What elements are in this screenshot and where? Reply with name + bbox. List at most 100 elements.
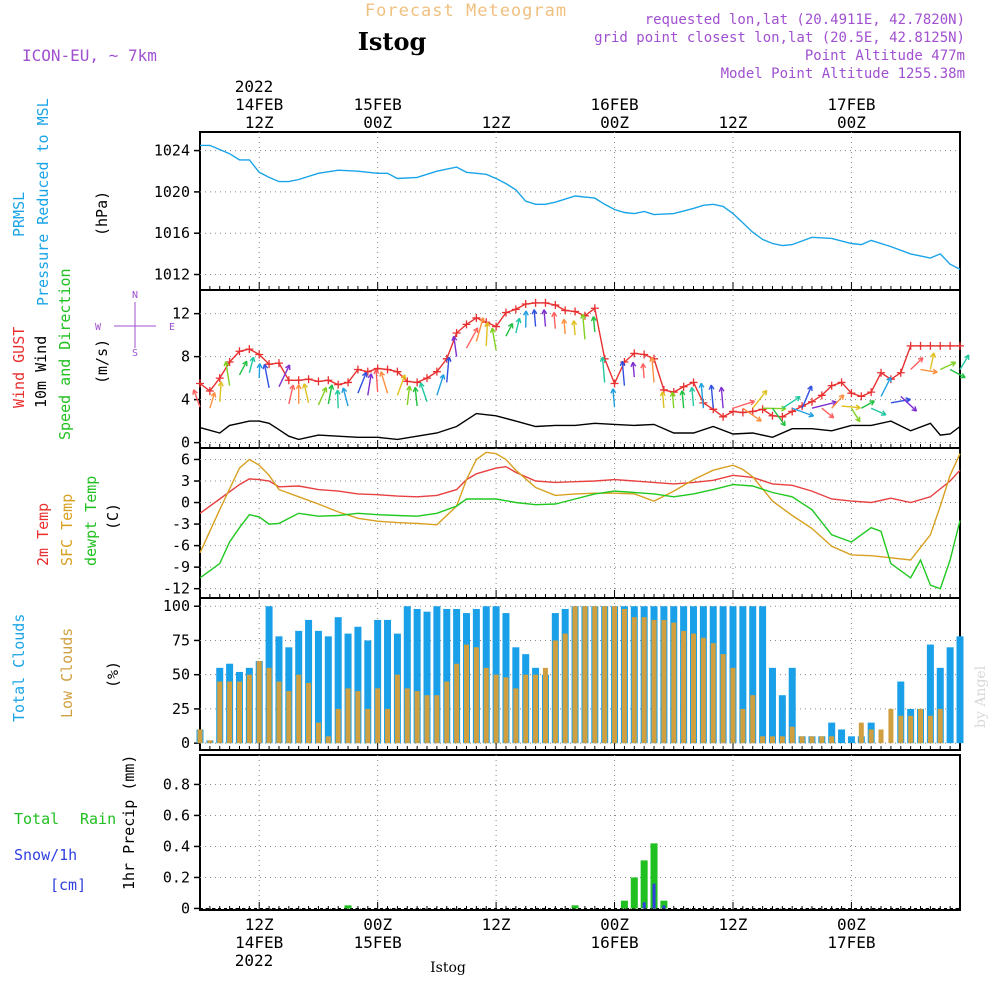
wind-arrow	[515, 317, 522, 334]
total-cloud-bar	[749, 606, 757, 744]
wind-arrow	[791, 407, 815, 418]
wind-arrow-head	[489, 327, 496, 334]
wind-dir-label: Speed and Direction	[56, 268, 74, 440]
bottom-hour-label: 00Z	[363, 915, 392, 934]
wind-arrow-head	[880, 410, 887, 416]
low-cloud-bar	[266, 667, 272, 744]
gust-point	[274, 359, 283, 368]
wind-arrow-shaft	[681, 390, 685, 409]
wind-arrow-shaft	[801, 385, 813, 409]
wind-arrow-head	[761, 389, 768, 396]
low-cloud-bar	[286, 691, 292, 744]
wind-arrow	[238, 360, 248, 376]
wind-arrow-head	[362, 371, 368, 378]
compass-e: E	[169, 322, 175, 333]
wind-arrow	[649, 356, 656, 383]
wind-arrow-shaft	[209, 392, 216, 409]
low-cloud-bar	[691, 633, 697, 744]
y-tick-label: -6	[172, 537, 190, 555]
top-year: 2022	[235, 77, 274, 96]
gust-point	[768, 411, 777, 420]
gust-point	[728, 407, 737, 416]
low-cloud-bar	[819, 736, 825, 744]
gust-point	[304, 375, 313, 384]
wind-arrow-shaft	[700, 383, 705, 409]
wind-arrow-head	[285, 364, 291, 371]
wind-arrow-head	[289, 384, 296, 391]
wind-arrow-head	[551, 311, 558, 318]
wind-arrow	[742, 407, 762, 422]
wind-arrow	[217, 381, 224, 402]
y-tick-label: 1012	[154, 266, 190, 284]
wind-arrow-shaft	[811, 401, 837, 409]
low-cloud-bar	[246, 674, 252, 744]
wind-arrow	[256, 363, 263, 379]
total-cloud-bar	[838, 729, 846, 744]
total-cloud-bar	[384, 619, 392, 744]
top-hour-label: 00Z	[837, 113, 866, 132]
wind-arrow-head	[960, 372, 966, 379]
rain-bar	[650, 843, 658, 909]
y-tick-label: 1016	[154, 224, 190, 242]
panel-frame	[199, 754, 961, 911]
wind-arrow	[317, 387, 328, 406]
temp-panel-labels: 2m Temp SFC Temp dewpt Temp (C)	[34, 476, 122, 566]
wind-arrow-head	[321, 387, 328, 393]
low-cloud-bar	[493, 674, 499, 744]
gust-point	[492, 322, 501, 331]
total-rain-label-b: Rain	[80, 810, 116, 828]
pressure-units: (hPa)	[93, 191, 111, 236]
low-cloud-bar	[927, 715, 933, 744]
total-cloud-bar	[956, 636, 964, 744]
wind-arrow-head	[950, 361, 957, 367]
low-cloud-bar	[868, 729, 874, 744]
wind-arrow	[223, 361, 231, 386]
wind-arrow	[929, 352, 937, 370]
wind-arrow	[418, 382, 428, 403]
gust-point	[847, 389, 856, 398]
low-cloud-bar	[355, 691, 361, 744]
gust-point	[689, 378, 698, 387]
total-cloud-bar	[778, 695, 786, 744]
wind-arrow-shaft	[910, 357, 924, 371]
y-tick-label: 0.8	[163, 775, 190, 793]
wind-arrow	[771, 407, 786, 427]
wind-arrow	[850, 407, 861, 423]
low-cloud-bar	[414, 691, 420, 744]
gust-point	[205, 387, 214, 396]
temp2m-series	[199, 465, 961, 514]
gust-point	[896, 368, 905, 377]
wind-arrow	[732, 399, 756, 409]
panel-5: 0 0.2 0.4 0.6 0.8	[163, 754, 961, 917]
wind-arrow	[341, 387, 349, 407]
wind-arrow	[373, 369, 380, 393]
rain-bar	[660, 900, 668, 909]
gust-point	[215, 374, 224, 383]
wind-arrow-head	[749, 399, 756, 406]
y-tick-label: 0	[181, 899, 190, 917]
wind-arrow-head	[580, 313, 587, 319]
wind-arrow-shaft	[219, 381, 222, 402]
y-tick-label: 75	[172, 631, 190, 649]
wind-arrow	[821, 407, 835, 419]
wind-arrow-shaft	[303, 383, 310, 404]
low-cloud-bar	[572, 606, 578, 744]
gust-point	[877, 368, 886, 377]
wind-arrow-head	[964, 354, 970, 360]
wind-arrow-shaft	[621, 361, 626, 386]
total-cloud-label: Total Clouds	[10, 614, 28, 722]
wind-arrow-shaft	[860, 400, 875, 409]
low-cloud-bar	[582, 606, 588, 744]
low-cloud-bar	[523, 674, 529, 744]
y-tick-label: 4	[181, 391, 190, 409]
wind-arrow-shaft	[582, 314, 586, 340]
low-cloud-bar	[720, 654, 726, 744]
wind-arrow-shaft	[821, 407, 835, 419]
wind-arrow-shaft	[612, 388, 616, 408]
y-tick-label: 0.4	[163, 837, 190, 855]
wind-arrow-head	[412, 386, 419, 393]
gust-point	[452, 328, 461, 337]
wind-arrow	[801, 385, 813, 409]
wind-arrow-head	[373, 369, 380, 375]
low-cloud-bar	[700, 637, 706, 744]
